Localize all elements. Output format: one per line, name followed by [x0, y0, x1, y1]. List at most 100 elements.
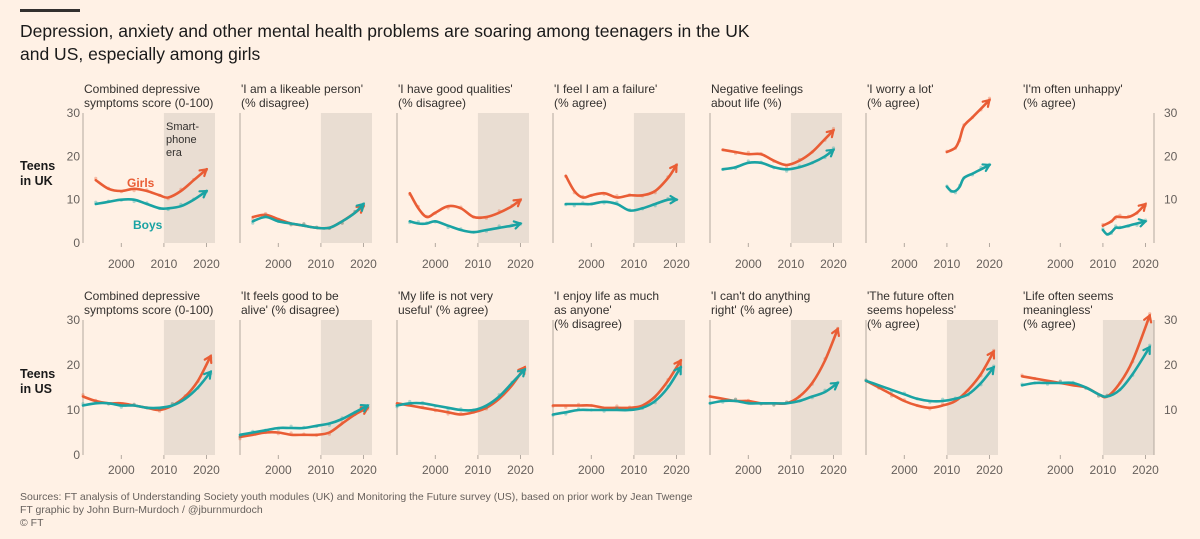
panel-title: symptoms score (0-100) — [84, 96, 213, 110]
boys-trend-line — [408, 219, 522, 234]
y-tick-label: 30 — [67, 106, 81, 120]
panel-title: seems hopeless' — [867, 303, 956, 317]
smartphone-era-shade — [477, 113, 529, 243]
panel-title: meaningless' — [1023, 303, 1093, 317]
girls-arrowhead — [986, 349, 996, 360]
x-tick-label: 2020 — [1132, 463, 1159, 477]
x-tick-label: 2020 — [820, 463, 847, 477]
panel-title: (% agree) — [867, 96, 920, 110]
x-tick-label: 2000 — [108, 463, 135, 477]
girls-arrowhead — [1143, 313, 1153, 324]
boys-trend-line — [94, 189, 208, 211]
girls-arrowhead — [831, 327, 840, 338]
y-tick-label: 20 — [67, 149, 81, 163]
x-tick-label: 2000 — [735, 463, 762, 477]
boys-arrowhead — [203, 370, 213, 380]
y-tick-label: 30 — [1164, 313, 1178, 327]
smartphone-era-label: phone — [166, 134, 197, 146]
boys-arrowhead — [1142, 345, 1151, 356]
panel-title: alive' (% disagree) — [241, 303, 339, 317]
row-label-us: Teens — [20, 367, 55, 381]
boys-legend-label: Boys — [133, 218, 163, 232]
y-tick-label: 20 — [1164, 149, 1178, 163]
boys-arrowhead — [825, 148, 836, 158]
x-tick-label: 2010 — [308, 463, 335, 477]
x-tick-label: 2020 — [976, 257, 1003, 271]
x-tick-label: 2020 — [193, 257, 220, 271]
x-tick-label: 2000 — [422, 257, 449, 271]
boys-trend-line — [721, 148, 835, 171]
x-tick-label: 2010 — [934, 257, 961, 271]
panel-title: 'I'm often unhappy' — [1023, 82, 1123, 96]
x-tick-label: 2020 — [663, 257, 690, 271]
boys-arrowhead — [829, 381, 840, 391]
y-tick-label: 10 — [67, 193, 81, 207]
y-tick-label: 20 — [67, 358, 81, 372]
x-tick-label: 2010 — [308, 257, 335, 271]
girls-trend-line — [721, 129, 835, 167]
boys-arrowhead — [359, 403, 370, 413]
x-tick-label: 2000 — [891, 257, 918, 271]
smartphone-era-shade — [633, 113, 685, 243]
x-tick-label: 2010 — [465, 463, 492, 477]
boys-arrowhead — [669, 194, 679, 205]
boys-trend-line — [251, 202, 365, 230]
panel-title: (% disagree) — [241, 96, 309, 110]
x-tick-label: 2000 — [578, 257, 605, 271]
girls-arrowhead — [981, 98, 991, 108]
girls-trend-line — [945, 98, 991, 154]
panel-title: 'The future often — [867, 289, 954, 303]
boys-arrowhead — [673, 365, 682, 376]
girls-arrowhead — [673, 358, 682, 369]
girls-trend-line — [1101, 202, 1147, 227]
x-tick-label: 2020 — [507, 257, 534, 271]
row-label-uk: Teens — [20, 159, 55, 173]
x-tick-label: 2010 — [778, 257, 805, 271]
girls-trend-line — [564, 163, 678, 199]
panel-title: 'I feel I am a failure' — [554, 82, 657, 96]
smartphone-era-shade — [1102, 320, 1154, 455]
girls-arrowhead — [203, 354, 213, 365]
y-tick-label: 0 — [73, 236, 80, 250]
y-tick-label: 10 — [1164, 193, 1178, 207]
panel-title: 'I enjoy life as much — [554, 289, 659, 303]
x-tick-label: 2010 — [1090, 463, 1117, 477]
smartphone-era-shade — [477, 320, 529, 455]
boys-trend-line — [238, 404, 369, 437]
x-tick-label: 2000 — [891, 463, 918, 477]
panel-title: (% agree) — [1023, 317, 1076, 331]
smartphone-era-shade — [320, 113, 372, 243]
panel-title: about life (%) — [711, 96, 782, 110]
y-tick-label: 10 — [1164, 403, 1178, 417]
x-tick-label: 2010 — [465, 257, 492, 271]
panel-title: 'It feels good to be — [241, 289, 339, 303]
girls-trend-line — [864, 350, 995, 410]
girls-arrowhead — [825, 128, 835, 139]
y-tick-label: 30 — [67, 313, 81, 327]
panel-title: (% agree) — [1023, 96, 1076, 110]
panel-title: (% disagree) — [554, 317, 622, 331]
chart-title: Depression, anxiety and other mental hea… — [20, 21, 750, 64]
x-tick-label: 2000 — [265, 257, 292, 271]
panel-title: as anyone' — [554, 303, 612, 317]
top-rule — [20, 9, 80, 12]
smartphone-era-shade — [633, 320, 685, 455]
x-tick-label: 2020 — [663, 463, 690, 477]
x-tick-label: 2000 — [578, 463, 605, 477]
x-tick-label: 2020 — [1132, 257, 1159, 271]
panel-title: (% agree) — [554, 96, 607, 110]
smartphone-era-shade — [946, 320, 998, 455]
boys-trend-line — [395, 368, 526, 412]
footer-copyright: © FT — [20, 517, 44, 529]
x-tick-label: 2010 — [621, 257, 648, 271]
x-tick-label: 2020 — [350, 257, 377, 271]
x-tick-label: 2010 — [1090, 257, 1117, 271]
x-tick-label: 2020 — [976, 463, 1003, 477]
girls-arrowhead — [1137, 202, 1147, 212]
y-tick-label: 10 — [67, 403, 81, 417]
smartphone-era-shade — [790, 113, 842, 243]
boys-trend-line — [708, 381, 839, 405]
girls-arrowhead — [198, 167, 209, 178]
boys-arrowhead — [355, 202, 365, 212]
